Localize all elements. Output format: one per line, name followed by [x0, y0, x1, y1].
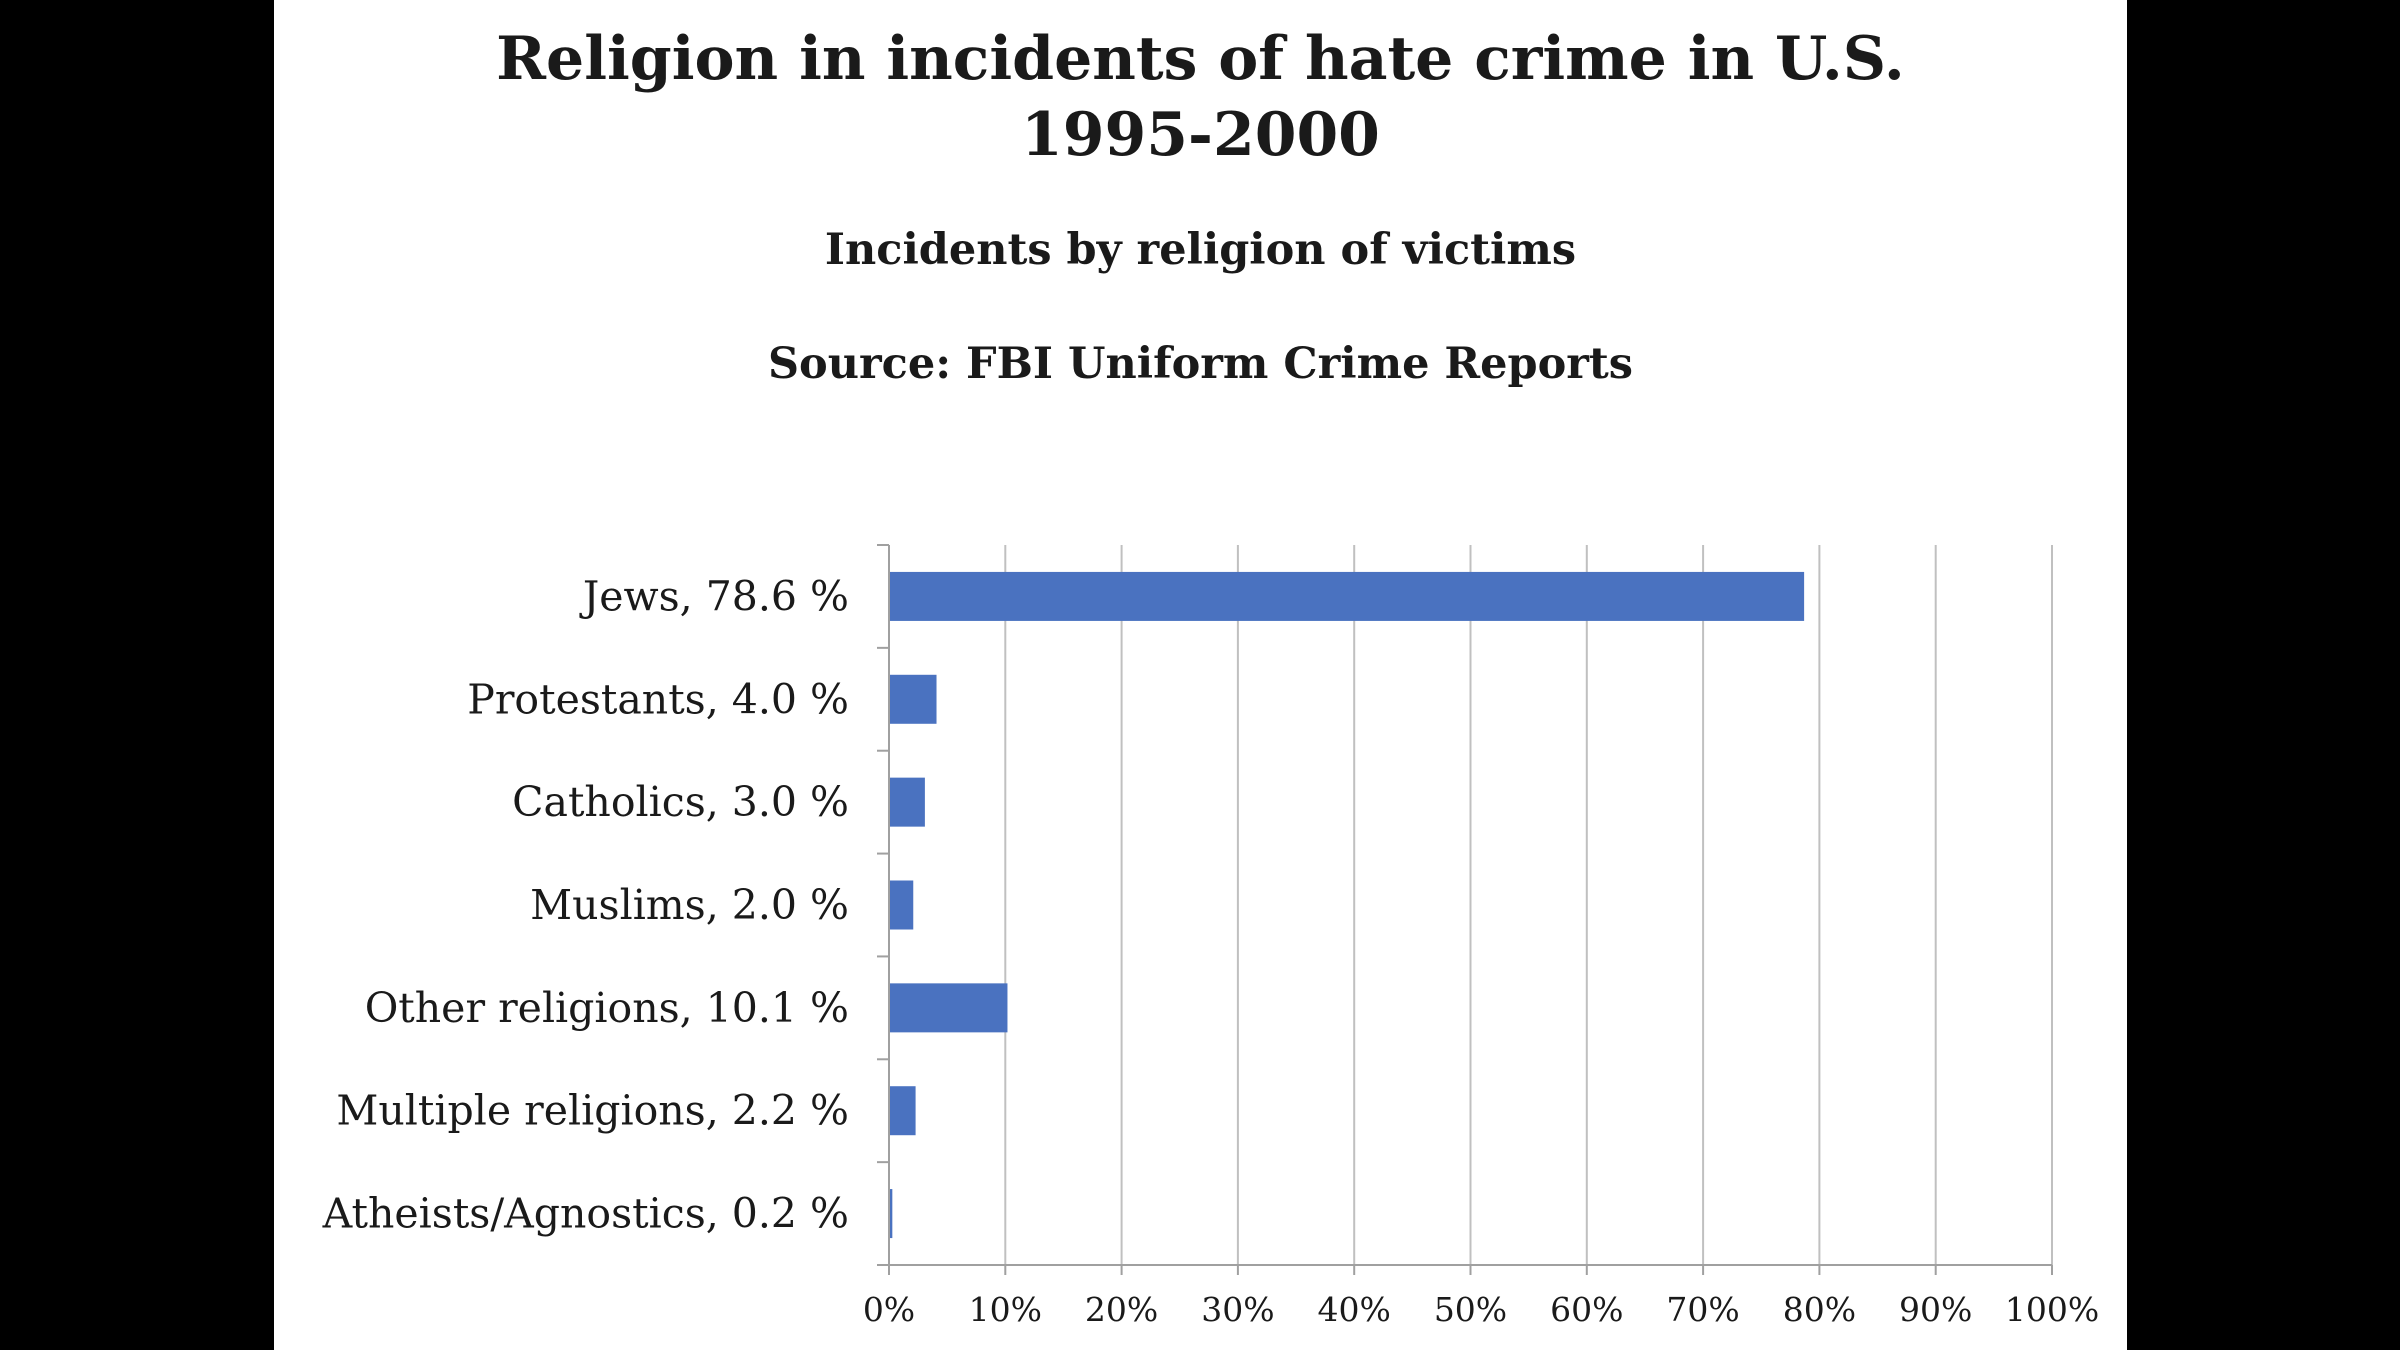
x-tick-label: 60% — [1550, 1290, 1623, 1329]
bar — [890, 880, 914, 930]
x-tick-label: 0% — [863, 1290, 915, 1329]
bar — [890, 983, 1008, 1033]
bar — [890, 777, 925, 827]
x-tick-label: 30% — [1201, 1290, 1274, 1329]
category-label: Protestants, 4.0 % — [467, 675, 849, 723]
chart-title-years: 1995-2000 — [1021, 100, 1380, 170]
x-tick-label: 50% — [1434, 1290, 1507, 1329]
category-label: Catholics, 3.0 % — [512, 778, 849, 826]
category-label: Atheists/Agnostics, 0.2 % — [322, 1190, 849, 1238]
x-tick-label: 20% — [1085, 1290, 1158, 1329]
bar-chart: 0% 10% 20% 30% 40% 50% 60% 70% 80% 90% 100% Jews, 7… — [322, 544, 2099, 1329]
chart-slide: Religion in incidents of hate crime in U… — [274, 0, 2127, 1350]
category-label: Multiple religions, 2.2 % — [336, 1087, 849, 1135]
x-tick-label: 100% — [2005, 1290, 2099, 1329]
x-tick-label: 40% — [1318, 1290, 1391, 1329]
category-label: Muslims, 2.0 % — [530, 881, 849, 929]
bar — [890, 571, 1805, 621]
x-tick-label: 90% — [1899, 1290, 1972, 1329]
chart-title: Religion in incidents of hate crime in U… — [496, 24, 1905, 94]
bar — [890, 674, 937, 724]
x-tick-label: 10% — [969, 1290, 1042, 1329]
bar — [890, 1189, 893, 1239]
category-label: Other religions, 10.1 % — [365, 984, 849, 1032]
x-tick-label: 70% — [1666, 1290, 1739, 1329]
bar — [890, 1086, 916, 1136]
category-label: Jews, 78.6 % — [579, 572, 849, 620]
x-tick-label: 80% — [1783, 1290, 1856, 1329]
chart-source: Source: FBI Uniform Crime Reports — [768, 339, 1633, 389]
chart-subtitle: Incidents by religion of victims — [824, 225, 1577, 275]
